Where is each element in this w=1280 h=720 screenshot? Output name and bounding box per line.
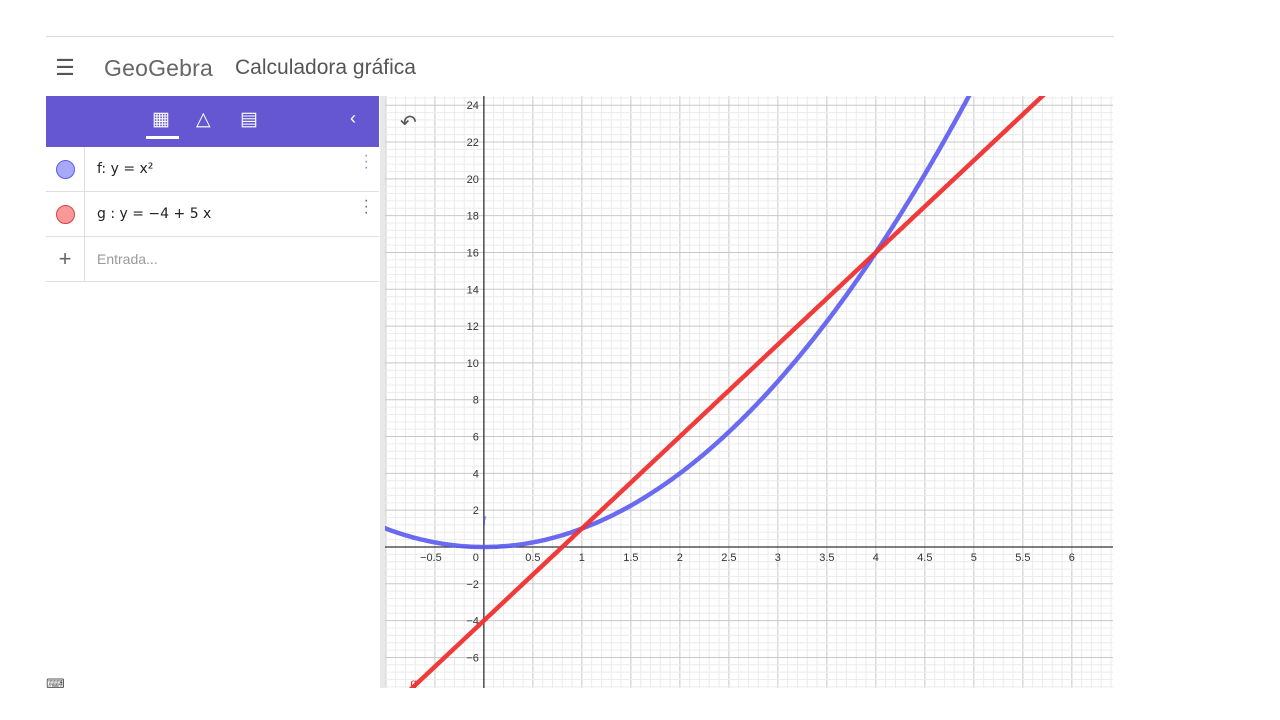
panel-splitter: [380, 96, 385, 688]
y-tick-label: 14: [467, 284, 479, 296]
active-tab-indicator: [146, 136, 179, 139]
algebra-item-g[interactable]: g : y = −4 + 5 x · · ·: [46, 192, 379, 237]
keyboard-icon[interactable]: ⌨: [46, 676, 65, 691]
calculator-icon[interactable]: ▦: [152, 109, 170, 130]
label-g: g: [410, 676, 417, 688]
x-tick-label: 2.5: [721, 552, 736, 564]
graphics-view[interactable]: −0.5 0 0.5 1 1.5 2 2.5 3 3.5 4 4.5 5 5.5 624222018161…: [380, 96, 1113, 688]
undo-icon[interactable]: ↶: [400, 112, 417, 134]
expression-g[interactable]: g : y = −4 + 5 x: [97, 206, 212, 222]
table-icon[interactable]: ▤: [240, 109, 258, 130]
algebra-panel: ▦ △ ▤ ‹ f: y = x² · · · g : y = −4 + 5 x ·…: [46, 96, 379, 688]
app-header: ☰ GeoGebra Calculadora gráfica: [46, 40, 1114, 96]
panel-toolbar: ▦ △ ▤ ‹: [46, 96, 379, 147]
x-tick-label: 1: [579, 552, 585, 564]
y-tick-label: −6: [466, 652, 479, 664]
label-f: f: [483, 514, 487, 528]
x-tick-label: 5: [971, 552, 977, 564]
geometry-icon[interactable]: △: [196, 109, 211, 130]
more-options-icon[interactable]: · · ·: [363, 147, 369, 176]
x-tick-label: 3: [775, 552, 781, 564]
y-tick-label: 4: [473, 468, 479, 480]
x-tick-label: 4.5: [917, 552, 932, 564]
chevron-left-icon[interactable]: ‹: [350, 108, 356, 128]
visibility-toggle-f[interactable]: [55, 159, 75, 179]
y-tick-label: −4: [466, 616, 479, 628]
y-tick-label: 2: [473, 505, 479, 517]
y-tick-label: −2: [466, 579, 479, 591]
x-tick-label: 3.5: [819, 552, 834, 564]
plus-icon[interactable]: +: [46, 237, 85, 281]
app-title: Calculadora gráfica: [235, 56, 416, 79]
y-tick-label: 10: [467, 358, 479, 370]
x-tick-label: 2: [677, 552, 683, 564]
x-tick-label: 0: [473, 552, 479, 564]
visibility-toggle-g[interactable]: [55, 204, 75, 224]
x-tick-label: 6: [1069, 552, 1075, 564]
y-tick-label: 6: [473, 432, 479, 444]
y-tick-label: 20: [467, 174, 479, 186]
x-tick-label: 4: [873, 552, 879, 564]
expression-f[interactable]: f: y = x²: [97, 161, 154, 177]
top-divider: [46, 36, 1114, 37]
algebra-item-f[interactable]: f: y = x² · · ·: [46, 147, 379, 192]
y-tick-label: 8: [473, 395, 479, 407]
x-tick-label: 5.5: [1015, 552, 1030, 564]
y-tick-label: 24: [467, 100, 479, 112]
y-tick-label: 16: [467, 247, 479, 259]
y-tick-label: 22: [467, 137, 479, 149]
x-tick-label: −0.5: [420, 552, 442, 564]
input-row[interactable]: + Entrada...: [46, 237, 379, 282]
geogebra-logo: GeoGebra: [104, 54, 213, 81]
more-options-icon[interactable]: · · ·: [363, 192, 369, 221]
curve-g: [408, 96, 1046, 688]
x-tick-label: 0.5: [525, 552, 540, 564]
y-tick-label: 12: [467, 321, 479, 333]
x-tick-label: 1.5: [623, 552, 638, 564]
curve-f: [380, 96, 972, 550]
input-field[interactable]: Entrada...: [97, 251, 158, 267]
y-tick-label: 18: [467, 211, 479, 223]
hamburger-icon[interactable]: ☰: [55, 55, 75, 80]
